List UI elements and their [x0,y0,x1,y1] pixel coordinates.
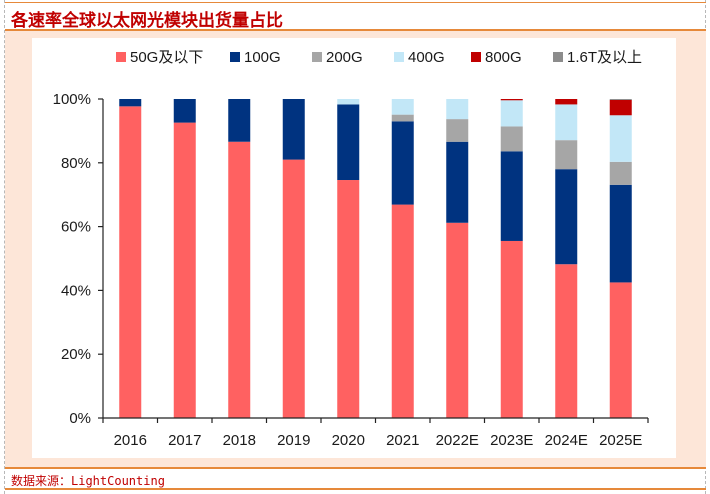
bar-segment-2024E-400G [555,104,578,141]
source-divider-bottom [5,488,706,490]
legend-label: 200G [326,49,363,66]
bar-segment-2020-100G [337,104,360,181]
bar-segment-2025E-200G [609,161,632,185]
bar-segment-2025E-400G [609,115,632,162]
bar-segment-2021-50G及以下 [391,204,414,418]
bars [119,99,632,419]
x-tick-label: 2019 [277,432,310,449]
x-tick-label: 2025E [599,432,642,449]
legend-swatch-1.6T及以上 [553,52,563,62]
title-divider [5,29,706,31]
bar-segment-2025E-100G [609,184,632,283]
bar-segment-2022E-100G [446,141,469,223]
top-divider [5,2,706,3]
x-tick-label: 2024E [545,432,588,449]
y-tick-label: 20% [61,346,91,363]
x-tick-label: 2021 [386,432,419,449]
bar-segment-2020-50G及以下 [337,180,360,418]
bar-segment-2025E-1.6T及以上 [609,99,632,100]
bar-segment-2024E-50G及以下 [555,264,578,418]
data-source: 数据来源：LightCounting [11,474,165,488]
legend-swatch-800G [471,52,481,62]
bar-segment-2021-200G [391,114,414,122]
legend-swatch-400G [394,52,404,62]
bar-segment-2025E-50G及以下 [609,282,632,418]
legend-swatch-200G [312,52,322,62]
legend-label: 100G [244,49,281,66]
bar-segment-2022E-200G [446,119,469,142]
y-tick-label: 60% [61,219,91,236]
bar-segment-2022E-400G [446,99,469,120]
y-tick-label: 40% [61,282,91,299]
legend-label: 50G及以下 [130,49,203,66]
bar-segment-2023E-800G [500,99,523,101]
source-divider-top [5,467,706,469]
bar-segment-2017-100G [173,99,196,123]
x-tick-label: 2016 [114,432,147,449]
bar-segment-2020-400G [337,99,360,105]
bar-segment-2016-50G及以下 [119,106,142,418]
x-tick-label: 2018 [223,432,256,449]
bar-segment-2021-400G [391,99,414,115]
bar-segment-2023E-100G [500,151,523,241]
bar-segment-2018-100G [228,99,251,142]
legend-label: 1.6T及以上 [567,49,642,66]
chart-title: 各速率全球以太网光模块出货量占比 [11,11,283,31]
bar-segment-2016-100G [119,99,142,107]
x-tick-label: 2020 [332,432,365,449]
x-tick-label: 2022E [436,432,479,449]
axes: 0% 20% 40% 60% 80% 100% 2016 2017 2018 2019 2020 20… [53,91,649,449]
bar-segment-2017-50G及以下 [173,122,196,419]
bar-segment-2023E-200G [500,126,523,152]
legend-swatch-50G及以下 [116,52,126,62]
y-tick-label: 100% [53,91,91,108]
legend-label: 800G [485,49,522,66]
bar-segment-2018-50G及以下 [228,141,251,418]
legend-label: 400G [408,49,445,66]
y-tick-label: 0% [69,410,91,427]
bar-segment-2024E-100G [555,169,578,265]
legend: 50G及以下 100G 200G 400G 800G 1.6T及以上 [116,49,642,66]
legend-swatch-100G [230,52,240,62]
bar-segment-2024E-800G [555,99,578,105]
x-tick-label: 2023E [490,432,533,449]
bar-segment-2025E-800G [609,99,632,116]
bar-segment-2022E-50G及以下 [446,222,469,418]
bar-segment-2019-50G及以下 [282,159,305,419]
bar-segment-2019-100G [282,99,305,160]
bar-segment-2024E-200G [555,140,578,170]
x-tick-label: 2017 [168,432,201,449]
bar-segment-2021-100G [391,121,414,205]
y-tick-label: 80% [61,155,91,172]
bar-segment-2023E-400G [500,100,523,127]
bar-segment-2023E-50G及以下 [500,240,523,418]
